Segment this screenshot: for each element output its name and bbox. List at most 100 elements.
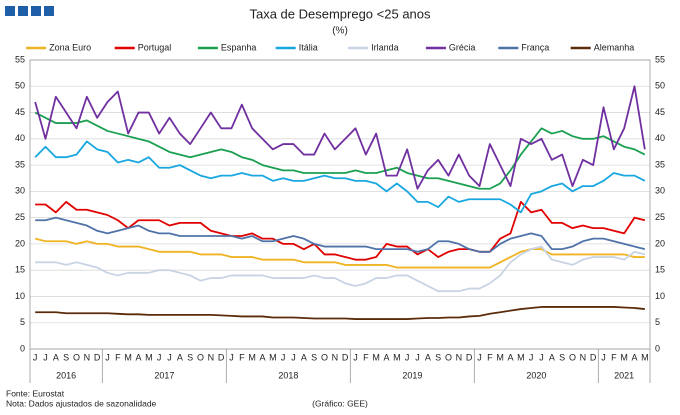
- x-tick-label: M: [124, 352, 132, 362]
- x-tick-label: A: [301, 352, 307, 362]
- y2-tick-label: 55: [655, 54, 665, 64]
- y2-tick-label: 30: [655, 186, 665, 196]
- y2-tick-label: 50: [655, 81, 665, 91]
- y-tick-label: 35: [15, 159, 25, 169]
- x-tick-label: M: [620, 352, 628, 362]
- series-line: [35, 216, 646, 253]
- x-tick-label: M: [393, 352, 401, 362]
- y2-tick-label: 45: [655, 107, 665, 117]
- year-label: 2016: [56, 370, 76, 380]
- x-tick-label: D: [218, 352, 225, 362]
- x-tick-label: J: [415, 352, 420, 362]
- x-tick-label: S: [63, 352, 69, 362]
- year-label: 2021: [614, 370, 634, 380]
- x-tick-label: F: [487, 352, 493, 362]
- legend-label: França: [521, 42, 549, 52]
- note: Nota: Dados ajustados de sazonalidade: [6, 398, 157, 408]
- x-tick-label: F: [611, 352, 617, 362]
- y2-tick-label: 35: [655, 159, 665, 169]
- y-tick-label: 45: [15, 107, 25, 117]
- x-tick-label: J: [33, 352, 38, 362]
- x-tick-label: N: [208, 352, 215, 362]
- y2-tick-label: 0: [655, 343, 660, 353]
- x-tick-label: A: [259, 352, 265, 362]
- series-line: [35, 200, 646, 261]
- x-tick-label: O: [445, 352, 452, 362]
- chart-subtitle: (%): [332, 26, 348, 37]
- x-tick-label: J: [601, 352, 606, 362]
- legend-label: Grécia: [449, 42, 476, 52]
- y2-tick-label: 40: [655, 133, 665, 143]
- x-tick-label: J: [281, 352, 286, 362]
- year-label: 2020: [526, 370, 546, 380]
- x-tick-label: M: [496, 352, 504, 362]
- legend-label: Itália: [299, 42, 318, 52]
- x-tick-label: F: [363, 352, 369, 362]
- x-tick-label: A: [507, 352, 513, 362]
- y-tick-label: 50: [15, 81, 25, 91]
- legend-label: Zona Euro: [49, 42, 91, 52]
- y-tick-label: 5: [20, 317, 25, 327]
- x-tick-label: D: [94, 352, 101, 362]
- x-tick-label: J: [477, 352, 482, 362]
- x-tick-label: D: [590, 352, 597, 362]
- x-tick-label: N: [84, 352, 91, 362]
- y-tick-label: 15: [15, 265, 25, 275]
- legend-label: Alemanha: [594, 42, 635, 52]
- x-tick-label: O: [197, 352, 204, 362]
- series-line: [35, 306, 645, 320]
- series-line: [34, 237, 645, 269]
- x-tick-label: J: [157, 352, 162, 362]
- x-tick-label: J: [353, 352, 358, 362]
- x-tick-label: M: [517, 352, 525, 362]
- x-tick-label: M: [248, 352, 256, 362]
- y2-tick-label: 20: [655, 238, 665, 248]
- series-line: [35, 245, 646, 293]
- x-tick-label: J: [43, 352, 48, 362]
- x-tick-label: S: [435, 352, 441, 362]
- plot-frame: [29, 59, 651, 350]
- legend-label: Irlanda: [371, 42, 399, 52]
- y2-tick-label: 10: [655, 291, 665, 301]
- x-tick-label: S: [187, 352, 193, 362]
- logo-square: [18, 6, 28, 16]
- y-tick-label: 30: [15, 186, 25, 196]
- x-tick-label: F: [239, 352, 245, 362]
- x-tick-label: J: [405, 352, 410, 362]
- logo-square: [44, 6, 54, 16]
- y-tick-label: 55: [15, 54, 25, 64]
- x-tick-label: M: [269, 352, 277, 362]
- x-tick-label: S: [559, 352, 565, 362]
- y2-tick-label: 25: [655, 212, 665, 222]
- x-tick-label: J: [539, 352, 544, 362]
- x-tick-label: M: [145, 352, 153, 362]
- x-tick-label: O: [321, 352, 328, 362]
- x-tick-label: A: [383, 352, 389, 362]
- year-label: 2018: [278, 370, 298, 380]
- x-tick-label: D: [342, 352, 349, 362]
- y-tick-label: 10: [15, 291, 25, 301]
- y-tick-label: 40: [15, 133, 25, 143]
- year-label: 2019: [402, 370, 422, 380]
- x-tick-label: J: [105, 352, 110, 362]
- logo-square: [5, 6, 15, 16]
- x-tick-label: J: [291, 352, 296, 362]
- legend-label: Portugal: [138, 42, 172, 52]
- series-line: [34, 111, 646, 190]
- year-label: 2017: [154, 370, 174, 380]
- y-tick-label: 20: [15, 238, 25, 248]
- x-tick-label: O: [73, 352, 80, 362]
- y-tick-label: 0: [20, 343, 25, 353]
- legend-label: Espanha: [221, 42, 257, 52]
- x-tick-label: N: [332, 352, 339, 362]
- chart-title: Taxa de Desemprego <25 anos: [249, 6, 431, 21]
- x-tick-label: F: [115, 352, 121, 362]
- y2-tick-label: 15: [655, 265, 665, 275]
- x-tick-label: M: [641, 352, 649, 362]
- series-line: [34, 85, 646, 190]
- y-tick-label: 25: [15, 212, 25, 222]
- source: Fonte: Eurostat: [6, 388, 65, 398]
- x-tick-label: A: [53, 352, 59, 362]
- x-tick-label: M: [372, 352, 380, 362]
